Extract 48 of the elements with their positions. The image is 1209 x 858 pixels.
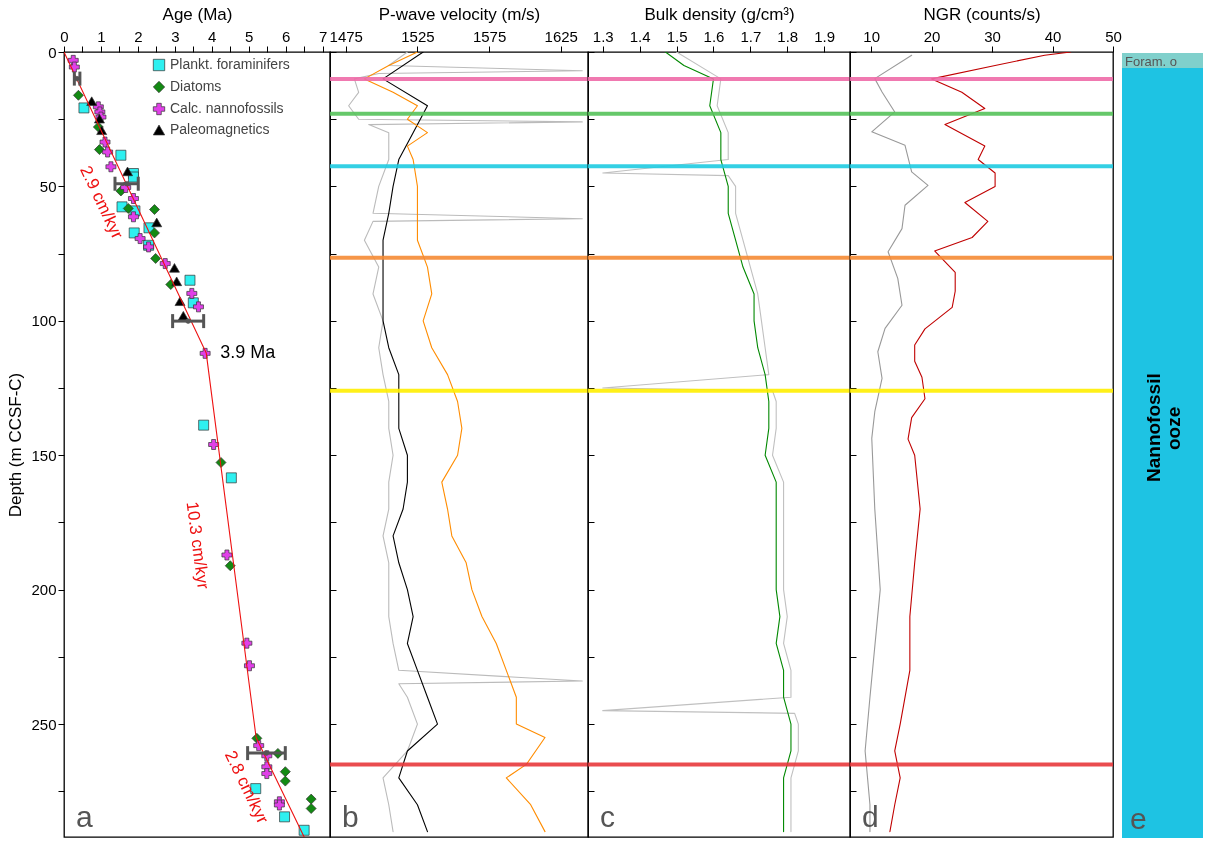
y-tick-label: 100 bbox=[31, 312, 57, 330]
x-tick-label: 30 bbox=[984, 27, 1001, 45]
x-tick-label: 1575 bbox=[472, 27, 507, 45]
x-tick-label: 1.8 bbox=[777, 27, 799, 45]
x-tick-label: 1.6 bbox=[703, 27, 725, 45]
x-tick-label: 5 bbox=[245, 27, 254, 45]
y-axis-title: Depth (m CCSF-C) bbox=[6, 372, 26, 518]
x-tick-label: 1.3 bbox=[592, 27, 614, 45]
x-tick-label: 0 bbox=[60, 27, 69, 45]
x-tick-label: 1.5 bbox=[666, 27, 688, 45]
text: Foram. o bbox=[1125, 54, 1178, 69]
x-tick-label: 6 bbox=[281, 27, 291, 45]
x-tick-label: 4 bbox=[208, 27, 217, 45]
annotation: c bbox=[600, 800, 615, 833]
legend-label: Calc. nannofossils bbox=[170, 100, 284, 116]
x-tick-label: 1 bbox=[97, 27, 106, 45]
annotation: b bbox=[342, 800, 359, 833]
y-tick-label: 50 bbox=[39, 177, 57, 195]
x-tick-label: 40 bbox=[1044, 27, 1062, 45]
x-tick-label: 20 bbox=[923, 27, 941, 45]
x-tick-label: 1.9 bbox=[814, 27, 836, 45]
x-tick-label: 3 bbox=[171, 27, 180, 45]
legend-label: Plankt. foraminifers bbox=[170, 56, 290, 72]
x-tick-label: 1475 bbox=[329, 27, 363, 45]
x-axis-title: P-wave velocity (m/s) bbox=[378, 4, 541, 24]
x-axis-title: Bulk density (g/cm³) bbox=[644, 4, 795, 24]
x-tick-label: 50 bbox=[1105, 27, 1122, 45]
annotation: a bbox=[76, 800, 93, 833]
x-tick-label: 2 bbox=[134, 27, 143, 45]
legend-label: Paleomagnetics bbox=[170, 121, 270, 137]
x-axis-title: NGR (counts/s) bbox=[923, 4, 1041, 24]
x-tick-label: 1625 bbox=[544, 27, 578, 45]
y-tick-label: 0 bbox=[48, 43, 57, 61]
y-tick-label: 150 bbox=[31, 446, 57, 464]
y-tick-label: 200 bbox=[31, 581, 57, 599]
x-axis-title: Age (Ma) bbox=[162, 4, 233, 24]
annotation: 10.3 cm/kyr bbox=[182, 500, 213, 591]
y-tick-label: 250 bbox=[31, 715, 57, 733]
x-tick-label: 1525 bbox=[401, 27, 435, 45]
x-tick-label: 1.4 bbox=[629, 27, 651, 45]
x-tick-label: 7 bbox=[318, 27, 328, 45]
annotation: d bbox=[862, 800, 879, 833]
text: Nannofossil ooze bbox=[1143, 372, 1184, 485]
annotation: 3.9 Ma bbox=[220, 342, 277, 363]
legend-label: Diatoms bbox=[170, 78, 222, 94]
x-tick-label: 1.7 bbox=[740, 27, 762, 45]
x-tick-label: 10 bbox=[863, 27, 880, 45]
text: e bbox=[1130, 802, 1147, 836]
